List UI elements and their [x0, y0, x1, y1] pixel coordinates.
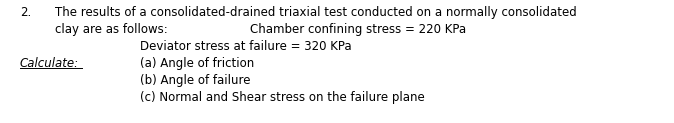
Text: (a) Angle of friction: (a) Angle of friction — [140, 57, 254, 70]
Text: (b) Angle of failure: (b) Angle of failure — [140, 74, 251, 87]
Text: Chamber confining stress = 220 KPa: Chamber confining stress = 220 KPa — [250, 23, 466, 36]
Text: Deviator stress at failure = 320 KPa: Deviator stress at failure = 320 KPa — [140, 40, 352, 53]
Text: clay are as follows:: clay are as follows: — [55, 23, 168, 36]
Text: (c) Normal and Shear stress on the failure plane: (c) Normal and Shear stress on the failu… — [140, 91, 425, 104]
Text: The results of a consolidated-drained triaxial test conducted on a normally cons: The results of a consolidated-drained tr… — [55, 6, 577, 19]
Text: 2.: 2. — [20, 6, 31, 19]
Text: Calculate:: Calculate: — [20, 57, 79, 70]
